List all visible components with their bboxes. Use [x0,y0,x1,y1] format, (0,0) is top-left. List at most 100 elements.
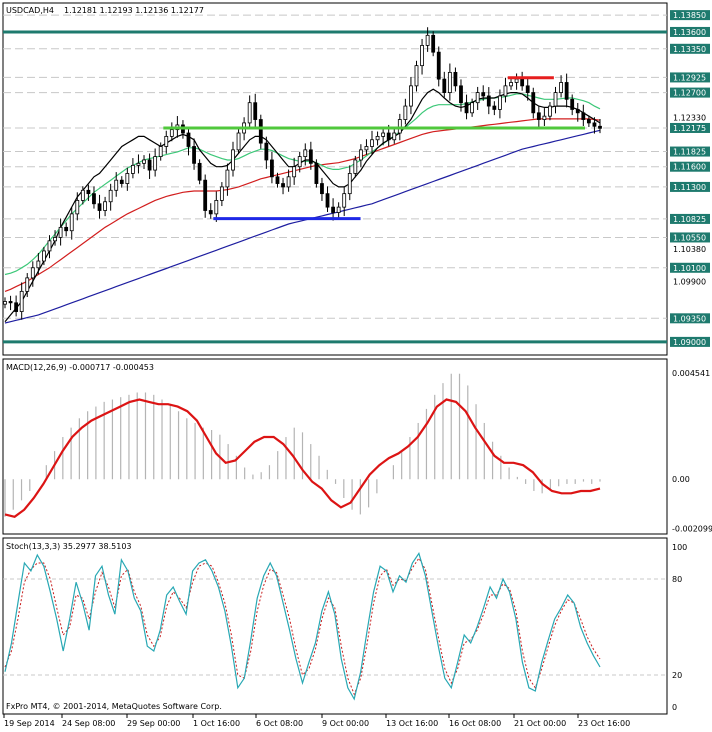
candle-body [270,159,274,178]
ohlc-readout: 1.12181 1.12193 1.12136 1.12177 [64,6,204,15]
candle-body [92,193,96,205]
candle-body [303,149,308,158]
price-tag-box [670,72,710,83]
candle-body [97,203,102,211]
price-tag-label: 1.12175 [673,124,706,133]
price-tag-label: 1.13850 [673,11,706,20]
candle-body [520,78,525,87]
candle-body [64,226,69,232]
stoch-label: Stoch(13,3,3) 35.2977 38.5103 [6,542,132,551]
candle-body [236,132,241,151]
candle-body [158,146,163,158]
macd-tick-label: -0.002099 [672,524,712,533]
macd-signal-line [4,398,601,518]
time-tick-label: 13 Oct 16:00 [386,719,438,728]
macd-tick-label: 0.00 [672,475,690,484]
candle-body [564,82,569,100]
candle-body [8,301,13,304]
price-tag-label: 1.12925 [673,73,706,82]
candle-body [186,132,191,147]
candle-body [592,122,597,127]
candle-body [192,146,196,164]
candle-body [347,173,352,195]
candle-body [25,277,30,292]
candle-body [475,92,480,104]
candle-body [164,135,169,147]
ma-line-blue [4,129,601,324]
ma-line-green [4,93,601,276]
candle-body [292,166,297,178]
trendline-annotations [163,76,585,221]
candle-body [503,85,508,97]
candle-body [253,102,258,120]
price-tag-box [670,181,710,192]
candle-body [86,189,91,195]
candle-body [536,112,541,120]
time-axis: 19 Sep 2014 24 Sep 08:00 29 Sep 00:00 1 Oct… [3,714,630,728]
candle-body [386,132,391,141]
candle-body [581,112,586,120]
price-tag-label: 1.10550 [673,233,706,242]
candle-body [492,105,497,110]
candle-body [364,146,369,151]
candle-body [114,179,119,191]
stoch-tick-label: 20 [672,671,682,680]
candle-body [548,105,552,117]
price-tag-label: 1.10825 [673,215,706,224]
candle-body [169,129,174,137]
price-tag-box [670,146,710,157]
price-panel-frame [2,2,668,356]
candle-body [514,78,519,83]
time-tick-label: 24 Sep 08:00 [62,719,115,728]
candle-body [509,82,513,87]
candle-body [281,183,285,188]
stoch-main-line [4,552,601,701]
symbol-title: USDCAD,H4 [6,6,54,15]
candle-body [136,162,141,166]
price-tag-label: 1.11300 [673,183,706,192]
candle-body [3,301,7,305]
candle-body [231,149,235,171]
candle-body [225,169,230,188]
candle-body [53,237,57,242]
candle-body [214,199,219,215]
candle-body [392,132,397,141]
candle-body [275,176,280,184]
candle-body [453,71,458,87]
candle-body [14,302,19,312]
stoch-panel-frame [2,537,668,715]
price-tag-label: 1.10100 [673,264,706,273]
price-tag-label: 1.13350 [673,45,706,54]
candle-body [47,240,52,252]
price-tag-box [670,26,710,37]
price-tick-label: 1.10380 [673,245,706,254]
price-tag-box [670,232,710,243]
candle-body [286,176,291,188]
candle-body [336,206,341,213]
candle-body [414,65,419,87]
stoch-tick-label: 0 [672,703,677,712]
candle-body [75,199,80,215]
candle-body [42,250,46,262]
candle-body [420,45,424,67]
price-tag-label: 1.09000 [673,338,706,347]
candle-body [142,159,146,164]
candle-body [570,98,575,110]
candle-body [30,267,35,279]
time-tick-label: 16 Oct 08:00 [449,719,501,728]
candle-body [381,132,386,137]
candle-body [586,119,591,124]
macd-label: MACD(12,26,9) -0.000717 -0.000453 [6,363,154,372]
candle-body [247,102,252,124]
candle-body [431,34,436,53]
candle-body [397,119,402,134]
time-tick-label: 1 Oct 16:00 [193,719,240,728]
stoch-tick-label: 100 [672,543,687,552]
candle-body [575,109,580,114]
time-tick-label: 6 Oct 08:00 [256,719,303,728]
macd-tick-label: 0.004541 [672,369,710,378]
candle-body [542,115,547,120]
price-tag-label: 1.12700 [673,89,706,98]
candle-body [375,135,380,141]
